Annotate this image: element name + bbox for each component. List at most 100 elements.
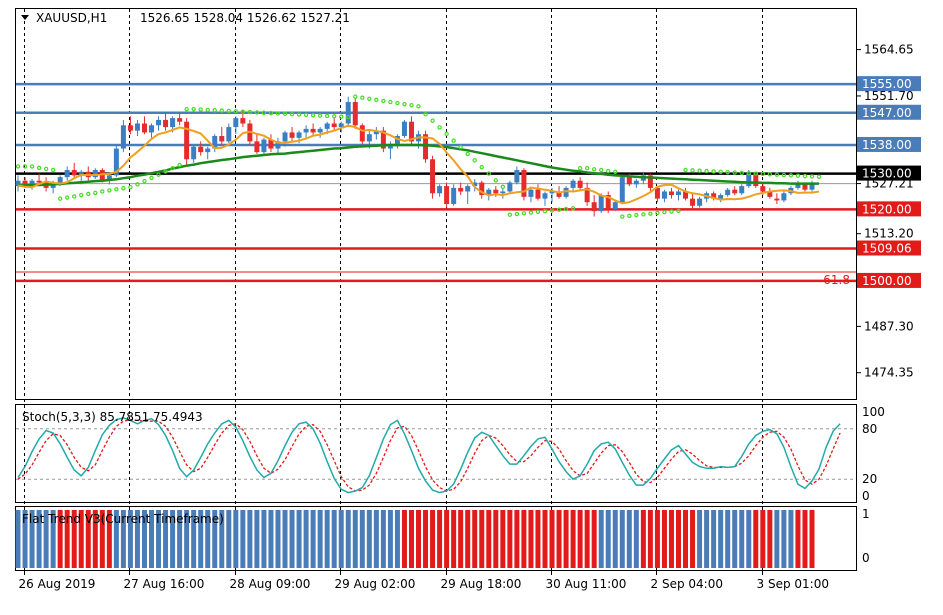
sar-dot [809, 174, 815, 179]
y-tick-label: 1551.70 [864, 89, 914, 103]
sar-dot [170, 166, 175, 171]
sar-dot [577, 166, 583, 171]
trend-bar [690, 510, 696, 568]
trend-bar [64, 510, 70, 568]
sar-dot [275, 111, 281, 116]
trend-bar [802, 510, 808, 568]
sar-dot [486, 171, 491, 176]
sar-dot [198, 107, 203, 112]
sar-dot [205, 107, 210, 113]
candle-body [71, 170, 77, 176]
sar-dot [690, 168, 695, 173]
sar-dot [535, 209, 541, 215]
level-tag [857, 104, 921, 120]
trend-bar [22, 510, 28, 568]
candle-body [401, 121, 407, 137]
fib-label: 61.8 [823, 273, 850, 287]
y-tick-label: 1474.35 [864, 366, 914, 380]
sar-dot [514, 211, 520, 217]
sar-dot [409, 103, 414, 108]
trend-bar [542, 510, 548, 568]
stoch-panel-frame [15, 404, 857, 503]
trend-bar [486, 510, 492, 568]
sar-dot [774, 172, 780, 177]
trend-bar [591, 510, 597, 568]
sar-dot [599, 167, 604, 173]
candle-body [198, 146, 204, 153]
trend-bar [430, 510, 436, 568]
trend-bar [380, 510, 386, 568]
trend-bar [373, 510, 379, 568]
candle-body [521, 170, 527, 197]
candle-body [303, 128, 309, 133]
trend-bar [247, 510, 253, 568]
y-tick-label: 1513.20 [864, 227, 914, 241]
candle-body [619, 177, 625, 203]
sar-dot [381, 98, 386, 104]
candle-body [500, 191, 506, 194]
sar-dot [360, 95, 365, 100]
candle-body [205, 148, 211, 153]
level-tag-label: 1538.00 [862, 138, 912, 152]
sar-dot [606, 168, 611, 174]
sar-dot [795, 173, 801, 178]
x-tick-label: 30 Aug 11:00 [546, 577, 627, 591]
candle-body [725, 189, 731, 196]
trend-bar [254, 510, 260, 568]
candle-body [366, 134, 372, 142]
trend-bar [479, 510, 485, 568]
candle-body [647, 175, 653, 188]
candle-body [444, 186, 450, 204]
sar-dot [746, 171, 751, 176]
candle-body [212, 136, 218, 149]
x-tick-label: 26 Aug 2019 [19, 577, 96, 591]
candle-body [156, 119, 162, 126]
trend-bar [205, 510, 211, 568]
trend-bar [303, 510, 309, 568]
moving-averages [17, 124, 820, 205]
candle-body [430, 159, 436, 194]
trend-bar [668, 510, 674, 568]
candle-body [113, 148, 119, 176]
candle-body [661, 191, 667, 199]
candle-body [528, 189, 534, 197]
x-tick-label: 3 Sep 01:00 [757, 577, 829, 591]
candle-body [296, 132, 302, 138]
trend-bar [577, 510, 583, 568]
triangle-down-icon[interactable] [21, 15, 29, 20]
candle-body [690, 198, 696, 206]
trend-bar [198, 510, 204, 568]
sar-dot [72, 194, 77, 199]
trend-bar [584, 510, 590, 568]
sar-dot [114, 187, 119, 192]
sar-dot [289, 111, 295, 117]
sar-dot [93, 190, 98, 196]
candle-body [612, 202, 618, 210]
sar-dot [521, 211, 527, 216]
sar-dot [648, 211, 653, 216]
trend-bar [423, 510, 429, 568]
sar-dot [177, 162, 182, 168]
candle-body [577, 180, 583, 188]
parabolic-sar [15, 94, 822, 219]
candle-body [380, 130, 386, 149]
sar-dot [331, 114, 337, 119]
trend-bar [619, 510, 625, 568]
candle-body [282, 132, 288, 142]
candle-body [177, 118, 183, 122]
level-tag-label: 1547.00 [862, 106, 912, 120]
candle-body [394, 136, 400, 145]
trend-bar [444, 510, 450, 568]
trend-bar [612, 510, 618, 568]
sar-dot [655, 210, 660, 216]
trend-bar [528, 510, 534, 568]
candle-body [268, 139, 274, 149]
trend-bar [809, 510, 815, 568]
candle-body [141, 123, 147, 133]
candle-body [802, 184, 808, 190]
trend-bar [472, 510, 478, 568]
trend-bar [156, 510, 162, 568]
candle-body [317, 128, 323, 133]
candle-body [767, 191, 773, 197]
